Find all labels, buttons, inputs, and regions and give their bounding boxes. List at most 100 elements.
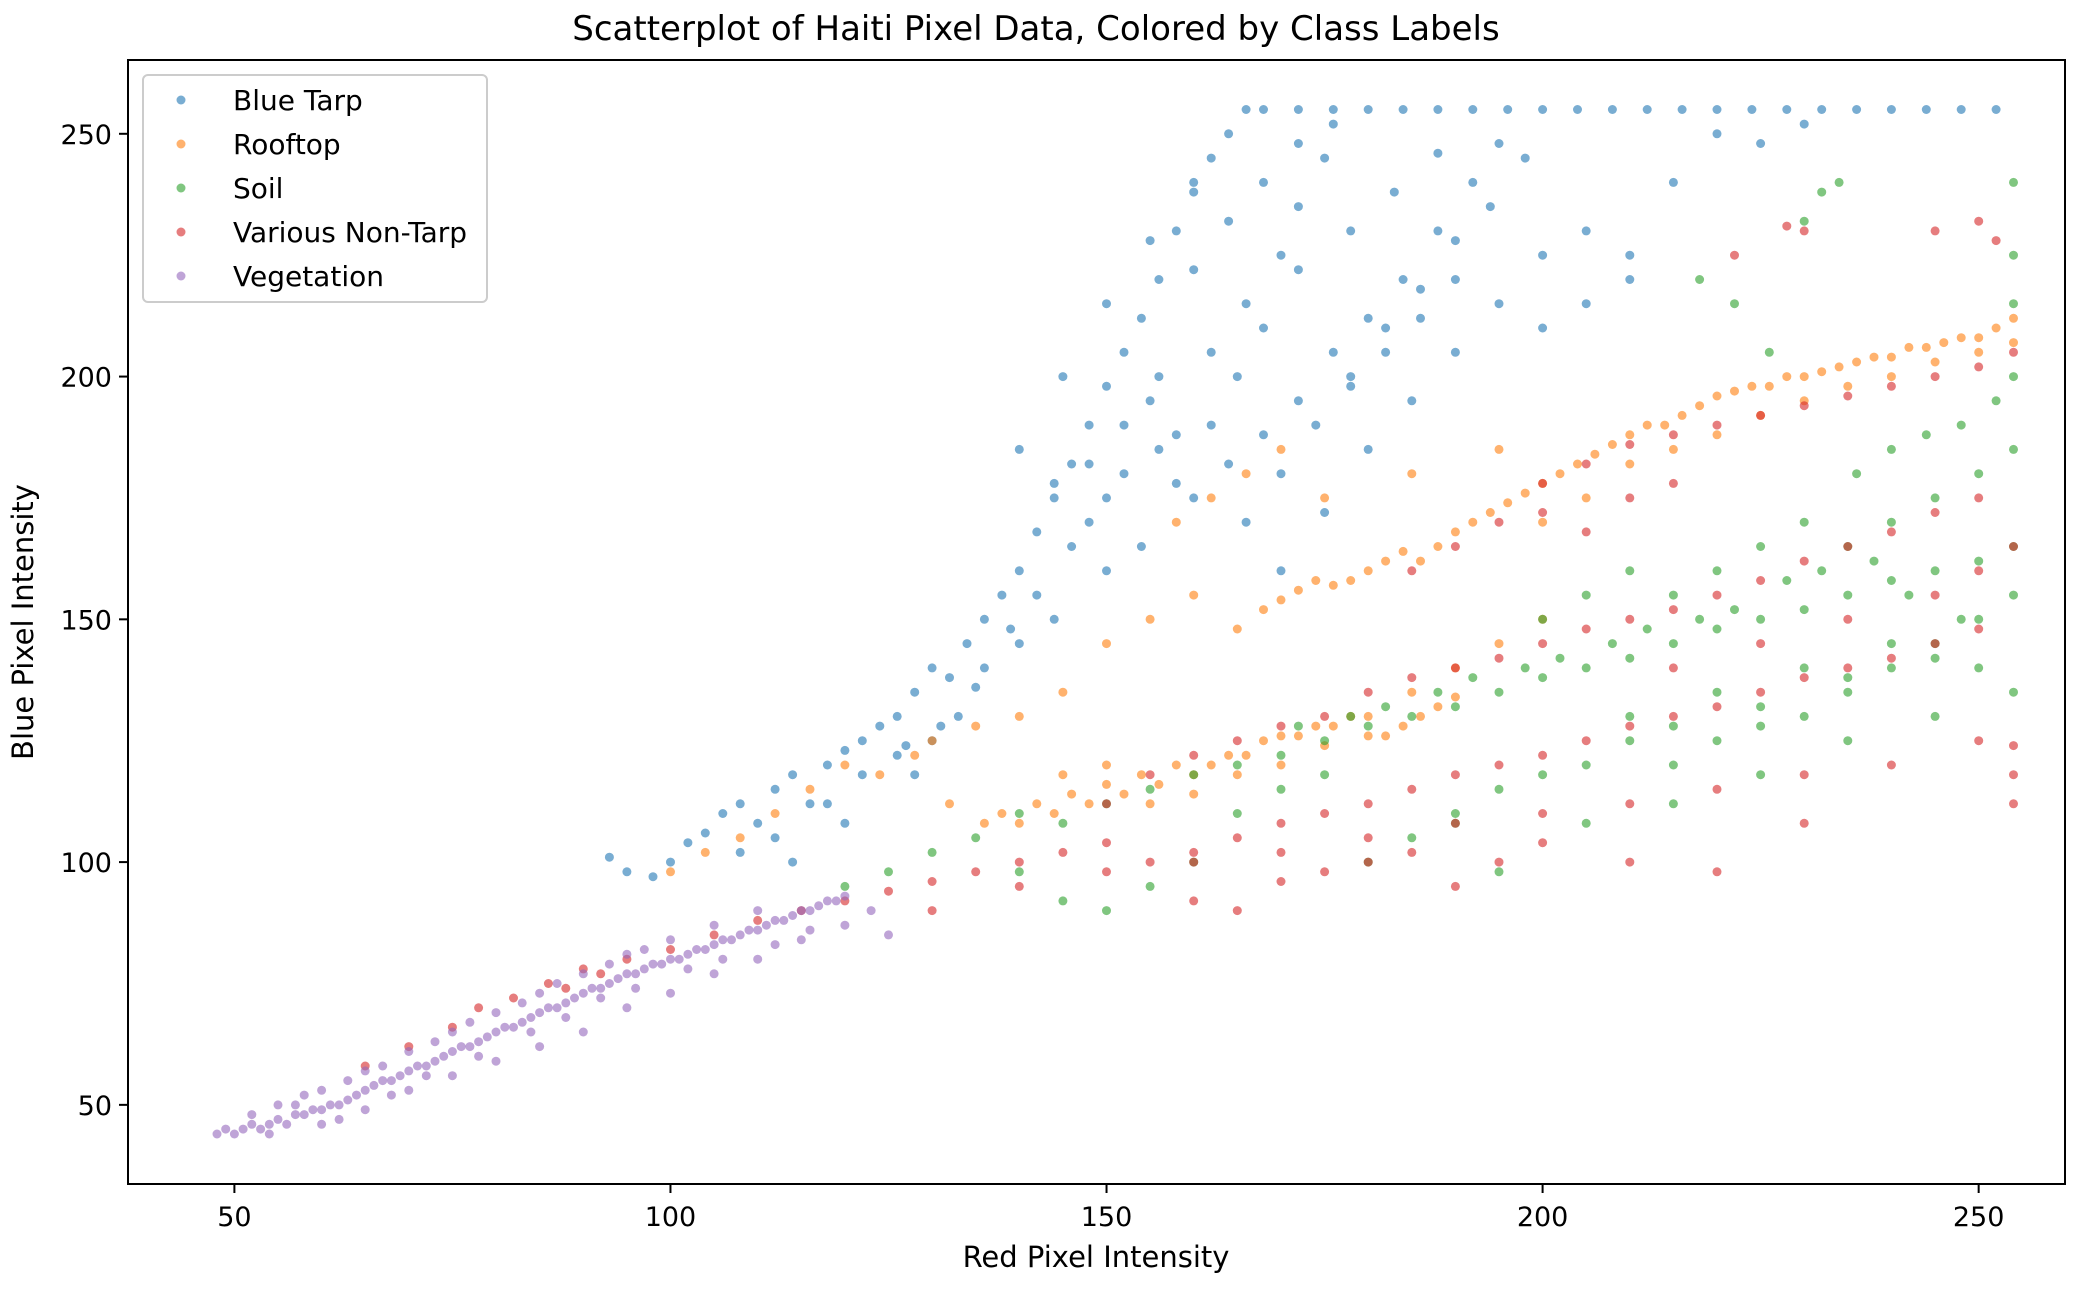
data-point — [1276, 444, 1286, 454]
data-point — [1189, 770, 1199, 780]
data-point — [1625, 799, 1635, 809]
data-point — [1625, 566, 1635, 576]
data-point — [840, 881, 850, 891]
data-point — [1241, 299, 1251, 309]
data-point — [1398, 105, 1408, 114]
data-point — [1232, 906, 1242, 916]
data-point — [1843, 391, 1853, 401]
data-point — [1817, 105, 1827, 114]
data-point — [1363, 857, 1373, 867]
data-point — [1014, 881, 1024, 891]
data-point — [910, 687, 920, 697]
data-point — [1974, 362, 1984, 372]
data-point — [1145, 770, 1155, 780]
data-point — [1799, 517, 1809, 527]
data-point — [1154, 275, 1164, 284]
data-point — [1320, 809, 1330, 818]
data-point — [2009, 250, 2018, 260]
legend-label: Blue Tarp — [233, 84, 363, 117]
data-point — [552, 1003, 562, 1013]
data-point — [1799, 372, 1809, 382]
data-point — [979, 818, 989, 828]
data-point — [1712, 784, 1722, 794]
data-point — [1189, 789, 1199, 799]
legend-marker — [176, 139, 186, 149]
data-point — [1625, 857, 1635, 867]
data-point — [1956, 105, 1966, 114]
data-point — [273, 1114, 283, 1124]
data-point — [753, 954, 763, 964]
data-point — [1869, 352, 1879, 362]
data-point — [1407, 784, 1417, 794]
data-point — [1538, 250, 1548, 260]
data-point — [822, 896, 832, 906]
data-point — [604, 959, 614, 969]
data-point — [1346, 381, 1356, 391]
x-tick-label: 50 — [217, 1202, 251, 1233]
data-point — [1224, 129, 1234, 139]
data-point — [386, 1076, 396, 1086]
data-point — [1764, 381, 1774, 391]
data-point — [901, 741, 911, 751]
data-point — [1206, 153, 1216, 163]
data-point — [622, 969, 632, 979]
data-point — [1259, 323, 1268, 333]
data-point — [1328, 721, 1338, 731]
data-point — [1276, 469, 1286, 479]
data-point — [561, 998, 571, 1008]
data-point — [666, 954, 675, 964]
data-point — [1930, 372, 1940, 382]
data-point — [1328, 347, 1338, 357]
data-point — [1276, 877, 1286, 886]
data-point — [386, 1090, 396, 1100]
data-point — [1450, 275, 1460, 284]
data-point — [788, 770, 798, 780]
data-point — [1538, 508, 1548, 517]
data-point — [1494, 857, 1504, 867]
data-point — [343, 1095, 353, 1105]
data-point — [1538, 809, 1548, 818]
data-point — [1538, 750, 1548, 760]
legend-label: Various Non-Tarp — [233, 216, 467, 249]
data-point — [1346, 711, 1356, 721]
data-point — [1573, 459, 1582, 469]
data-point — [491, 1056, 501, 1066]
data-point — [892, 750, 902, 760]
data-point — [1625, 493, 1635, 503]
data-point — [1799, 401, 1809, 411]
data-point — [1407, 711, 1417, 721]
data-point — [761, 920, 771, 930]
data-point — [282, 1119, 292, 1129]
data-point — [500, 1022, 510, 1032]
data-point — [1276, 731, 1286, 741]
data-point — [1782, 576, 1792, 585]
data-point — [884, 867, 893, 877]
data-point — [430, 1037, 440, 1047]
data-point — [718, 935, 728, 945]
data-point — [1468, 105, 1478, 114]
data-point — [875, 770, 885, 780]
data-point — [604, 979, 614, 988]
data-point — [474, 1003, 484, 1013]
data-point — [1930, 653, 1940, 663]
data-point — [936, 721, 946, 731]
data-point — [1921, 342, 1931, 352]
data-point — [1232, 770, 1242, 780]
data-point — [1058, 372, 1068, 382]
data-point — [1869, 556, 1879, 566]
data-point — [639, 964, 649, 974]
data-point — [1581, 527, 1591, 537]
data-point — [1119, 420, 1129, 430]
data-point — [1712, 736, 1722, 746]
data-point — [2009, 313, 2018, 323]
data-point — [1625, 275, 1635, 284]
data-point — [1206, 420, 1216, 430]
data-point — [1363, 721, 1373, 731]
data-point — [1712, 391, 1722, 401]
data-point — [1171, 517, 1181, 527]
legend-label: Soil — [233, 172, 283, 205]
data-point — [1363, 444, 1373, 454]
data-point — [1119, 347, 1129, 357]
data-point — [700, 945, 710, 954]
